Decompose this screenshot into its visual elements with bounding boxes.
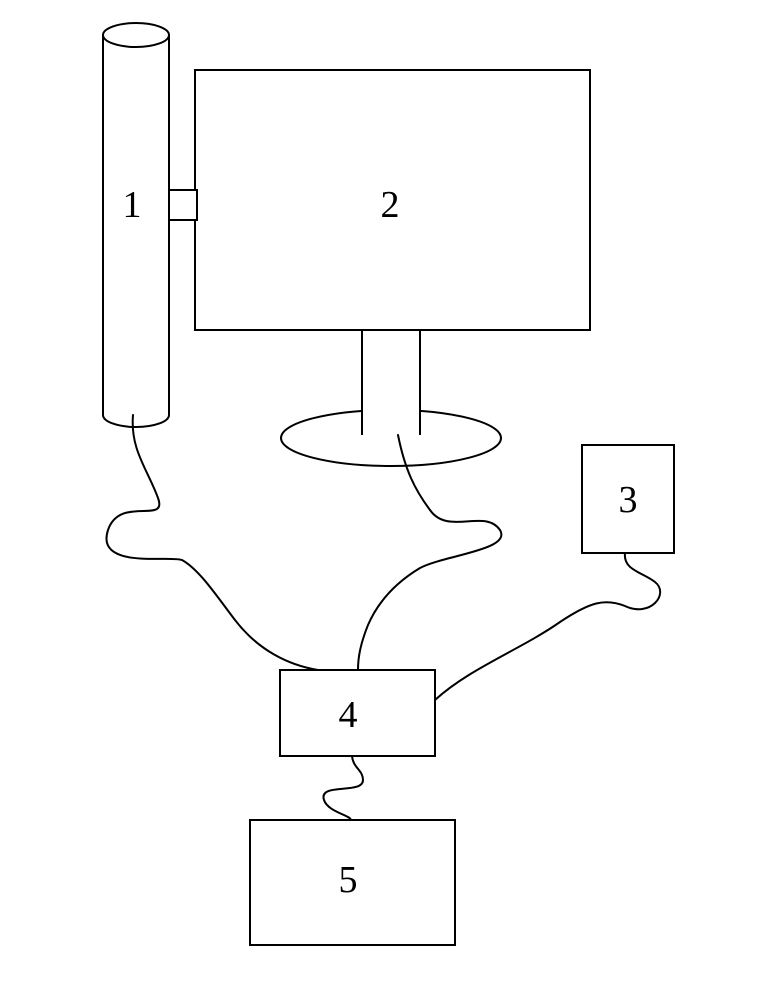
label-n2: 2 — [381, 183, 400, 227]
wire-n2-n4 — [358, 435, 501, 670]
label-n3: 3 — [619, 478, 638, 522]
connector-1-2 — [169, 190, 197, 220]
wire-n4-n5 — [323, 756, 363, 820]
wire-n1-n4 — [106, 415, 318, 670]
label-n4: 4 — [339, 693, 358, 737]
wire-n3-n4 — [435, 553, 660, 700]
node-4-box — [280, 670, 435, 756]
label-n1: 1 — [123, 183, 142, 227]
label-n5: 5 — [339, 858, 358, 902]
node-2-monitor — [195, 70, 590, 466]
diagram-svg — [0, 0, 766, 1000]
diagram-canvas: 1 2 3 4 5 — [0, 0, 766, 1000]
